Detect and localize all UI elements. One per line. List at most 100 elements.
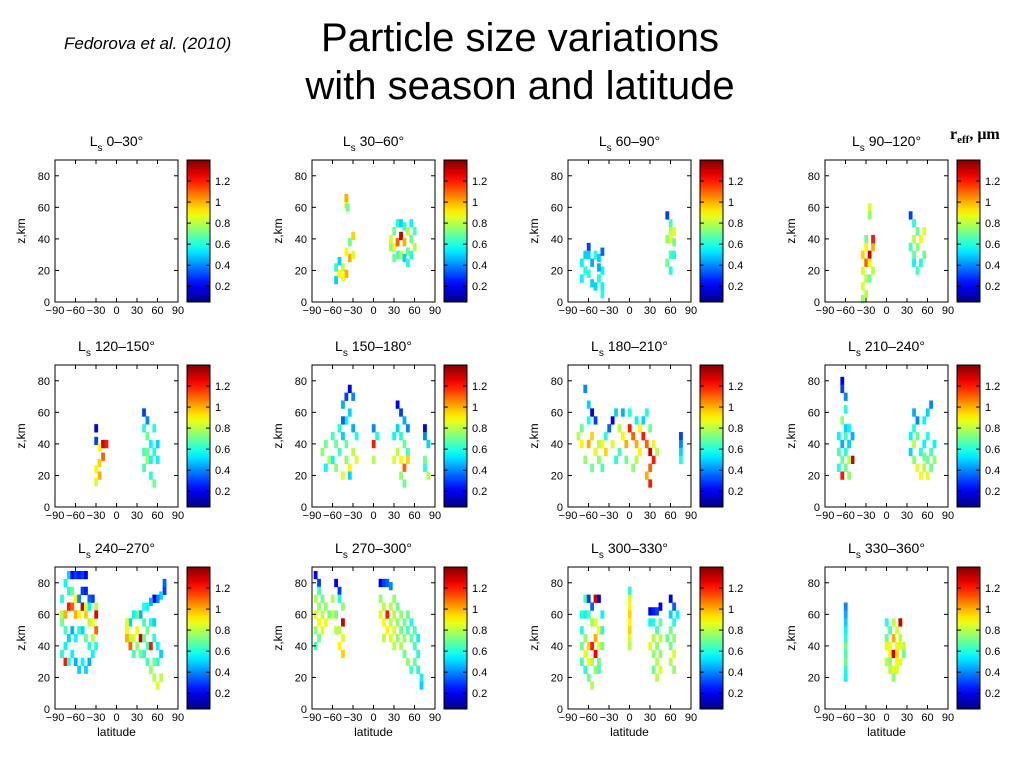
data-cell xyxy=(392,227,397,236)
data-cell xyxy=(423,424,427,433)
y-axis-label: z,km xyxy=(14,423,28,448)
x-tick-label: −30 xyxy=(600,305,619,317)
colorbar-tick-label: 0.2 xyxy=(215,688,230,700)
data-cell xyxy=(648,607,653,616)
data-cell xyxy=(66,657,71,667)
data-cell xyxy=(843,665,848,674)
x-tick-label: −30 xyxy=(87,305,106,317)
data-cell xyxy=(70,570,75,580)
x-tick-label: 30 xyxy=(901,510,913,522)
data-cell xyxy=(932,455,937,465)
data-cell xyxy=(593,447,598,457)
data-cell xyxy=(399,455,403,465)
colorbar-tick-label: 0.6 xyxy=(985,444,1000,456)
data-cell xyxy=(382,634,386,643)
data-cell xyxy=(320,594,325,603)
data-cell xyxy=(155,657,160,667)
data-cell xyxy=(836,463,841,472)
data-cell xyxy=(651,607,656,616)
data-cell xyxy=(351,447,356,457)
panel-9: Ls 240–270° −90 −60 −30 0 30 60 90 0 20 40 60 80 z,km l… xyxy=(14,540,230,739)
data-cell xyxy=(395,238,400,247)
data-cell xyxy=(871,234,875,244)
data-cell xyxy=(405,258,410,267)
colorbar-tick-label: 0.2 xyxy=(728,486,743,498)
data-cell xyxy=(70,649,75,659)
data-cell xyxy=(586,416,591,425)
colorbar-tick-label: 1.2 xyxy=(728,381,743,393)
data-cell xyxy=(94,436,99,446)
colorbar-tick-label: 1.2 xyxy=(985,176,1000,188)
data-cell xyxy=(405,610,410,619)
data-cell xyxy=(145,455,150,465)
colorbar-tick-label: 1.2 xyxy=(215,176,230,188)
data-cell xyxy=(399,626,403,635)
data-cell xyxy=(586,400,591,409)
panel-10: Ls 270–300° −90 −60 −30 0 30 60 90 0 20 40 60 80 z,km l… xyxy=(271,540,487,739)
data-cell xyxy=(597,641,601,651)
data-cell xyxy=(583,634,588,643)
x-tick-label: 0 xyxy=(626,305,632,317)
colorbar-tick-label: 1 xyxy=(472,604,478,616)
data-cell xyxy=(648,479,653,488)
colorbar-tick-label: 1.2 xyxy=(728,583,743,595)
data-cell xyxy=(73,610,78,619)
colorbar-tick-label: 0.8 xyxy=(472,423,487,435)
data-cell xyxy=(90,594,95,603)
data-cell xyxy=(392,253,397,263)
y-tick-label: 40 xyxy=(295,234,307,246)
data-cell xyxy=(634,416,639,425)
data-cell xyxy=(320,626,325,635)
data-cell xyxy=(337,594,342,603)
data-cell xyxy=(860,250,865,260)
y-tick-label: 0 xyxy=(814,502,820,514)
data-cell xyxy=(145,657,150,667)
panel-title-range: 0–30° xyxy=(107,133,144,149)
colorbar-tick-label: 0.4 xyxy=(472,260,487,272)
colorbar-tick-label: 1 xyxy=(215,402,221,414)
colorbar-tick-label: 0.2 xyxy=(472,688,487,700)
x-tick-label: −60 xyxy=(836,712,855,724)
colorbar-tick-label: 0.4 xyxy=(215,667,230,679)
data-cell xyxy=(395,618,400,627)
x-tick-label: 90 xyxy=(942,712,954,724)
data-cell xyxy=(128,641,133,651)
data-cell xyxy=(614,455,618,465)
data-cell xyxy=(125,618,129,627)
data-cell xyxy=(871,242,875,252)
data-cell xyxy=(385,578,390,588)
data-cell xyxy=(347,253,352,263)
data-cell xyxy=(586,242,591,252)
data-cell xyxy=(138,634,143,643)
data-cell xyxy=(668,234,673,244)
colorbar xyxy=(186,159,211,303)
y-tick-label: 40 xyxy=(295,439,307,451)
y-tick-label: 0 xyxy=(557,297,563,309)
data-cell xyxy=(142,602,146,611)
data-cell xyxy=(344,269,349,278)
x-tick-label: 60 xyxy=(408,510,420,522)
colorbar-tick-label: 1 xyxy=(472,197,478,209)
panel-title-sub: s xyxy=(98,143,103,154)
data-cell xyxy=(402,222,407,231)
data-cell xyxy=(655,626,659,635)
colorbar-tick-label: 0.8 xyxy=(472,625,487,637)
data-cell xyxy=(138,649,143,659)
x-tick-label: 90 xyxy=(685,510,697,522)
data-cell xyxy=(672,634,677,643)
data-cell xyxy=(73,657,78,667)
data-cell xyxy=(63,610,68,619)
data-cell xyxy=(590,432,595,441)
colorbar xyxy=(186,566,211,710)
data-cell xyxy=(155,594,160,603)
x-tick-label: 30 xyxy=(901,712,913,724)
data-cell xyxy=(344,455,349,465)
data-cell xyxy=(70,602,75,611)
panel-title: Ls 210–240° xyxy=(848,338,925,359)
data-cell xyxy=(847,471,852,480)
panel-title-L: L xyxy=(90,133,98,149)
data-cell xyxy=(60,618,64,627)
data-cell xyxy=(915,432,920,441)
colorbar xyxy=(956,159,981,303)
data-cell xyxy=(898,641,903,651)
